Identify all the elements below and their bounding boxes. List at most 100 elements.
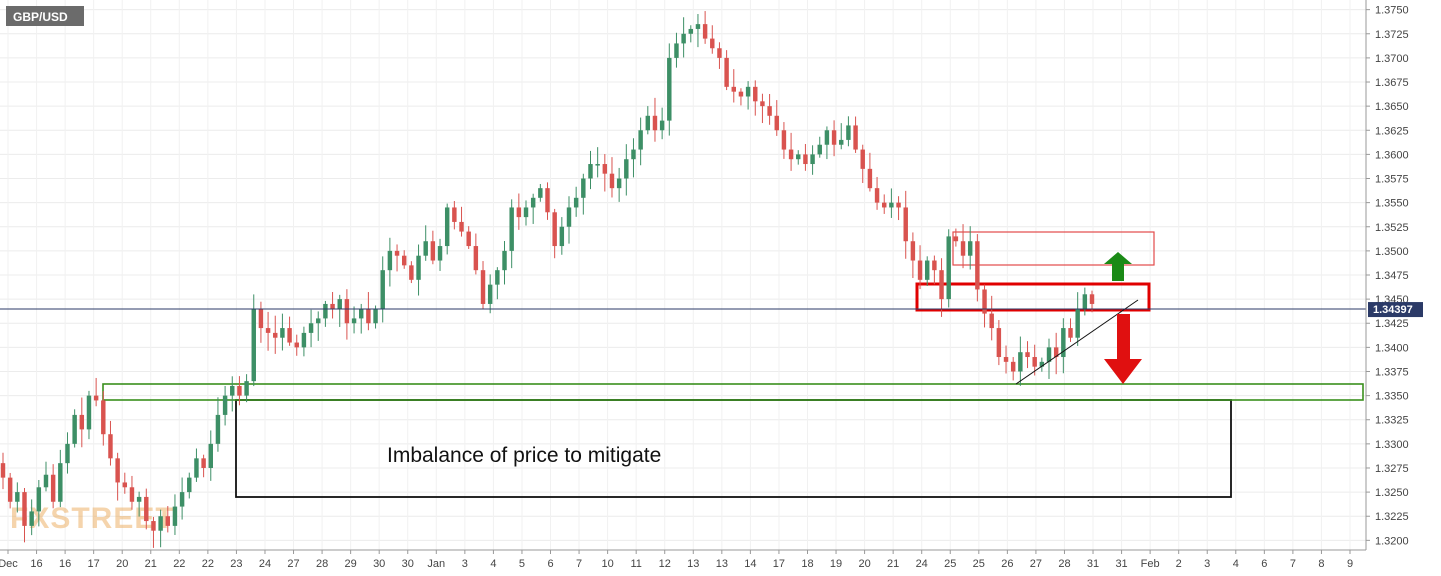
resistance-zone <box>952 231 1155 266</box>
candle-body <box>1032 357 1037 367</box>
candle-body <box>910 241 916 261</box>
candle-body <box>230 385 235 396</box>
candle-body <box>889 202 894 208</box>
candle <box>1061 318 1066 374</box>
axes: 1.3200 1.3225 1.3250 1.3275 1.3300 1.3325 1.33… <box>0 0 1409 570</box>
candle-body <box>201 458 206 468</box>
candle-body <box>523 207 529 218</box>
x-tick-label: 7 <box>1290 558 1296 570</box>
candle-body <box>867 168 873 189</box>
candle-body <box>409 265 414 280</box>
x-tick-label: 12 <box>659 558 671 570</box>
candle <box>645 106 651 135</box>
candle-body <box>853 125 858 150</box>
x-tick-label: 29 <box>345 558 357 570</box>
candle <box>409 261 414 284</box>
x-tick-label: 13 <box>716 558 728 570</box>
candle <box>616 167 622 202</box>
candle-body <box>1010 361 1016 372</box>
x-tick-label: 27 <box>1030 558 1042 570</box>
candle <box>631 138 636 178</box>
candle-body <box>1061 328 1066 358</box>
x-tick-label: 6 <box>1261 558 1267 570</box>
candle <box>975 234 980 302</box>
candle-body <box>480 270 486 304</box>
candle-body <box>652 115 658 131</box>
candle-body <box>831 130 837 145</box>
candle <box>1032 344 1037 376</box>
y-tick-label: 1.3300 <box>1375 439 1409 451</box>
candle-body <box>817 144 822 155</box>
candle <box>867 152 873 192</box>
y-tick-label: 1.3400 <box>1375 342 1409 354</box>
candle-body <box>566 207 572 227</box>
candle-body <box>788 149 794 160</box>
candle <box>731 69 736 103</box>
candle-body <box>667 57 672 121</box>
candle <box>516 193 522 230</box>
candle <box>659 107 665 140</box>
x-tick-label: 20 <box>858 558 870 570</box>
candle <box>924 256 930 286</box>
y-tick-label: 1.3375 <box>1375 366 1409 378</box>
candle <box>287 316 292 346</box>
candle <box>874 176 880 210</box>
candle <box>538 183 543 202</box>
x-tick-label: 21 <box>145 558 157 570</box>
candle <box>308 309 314 348</box>
candle <box>595 147 600 178</box>
candle <box>910 232 916 279</box>
x-tick-label: 16 <box>59 558 71 570</box>
candle <box>237 376 242 406</box>
x-tick-label: 3 <box>1204 558 1210 570</box>
candle-body <box>244 381 249 396</box>
candle-body <box>65 443 70 464</box>
candle-body <box>996 328 1002 358</box>
candle <box>144 488 149 530</box>
candle-body <box>609 173 615 189</box>
candle <box>222 385 228 426</box>
candle-body <box>308 323 314 333</box>
x-tick-label: 16 <box>30 558 42 570</box>
candle-body <box>466 231 471 247</box>
candle-body <box>122 482 128 488</box>
candle <box>724 50 729 91</box>
candle <box>301 326 307 357</box>
x-tick-label: 24 <box>259 558 271 570</box>
candle <box>566 196 572 244</box>
candle-body <box>760 101 765 107</box>
candle <box>681 17 686 58</box>
candle-body <box>172 506 178 526</box>
candle <box>674 32 679 68</box>
x-tick-label: 6 <box>547 558 553 570</box>
candle <box>638 117 643 166</box>
x-tick-label: 26 <box>1001 558 1013 570</box>
candle <box>953 228 959 247</box>
candle <box>1053 332 1059 375</box>
candle <box>846 116 851 147</box>
candle-body <box>745 86 751 97</box>
x-tick-label: 31 <box>1115 558 1127 570</box>
candle-body <box>58 463 63 502</box>
candle-body <box>624 159 629 179</box>
candle-body <box>258 308 264 329</box>
candle-body <box>36 487 42 512</box>
imbalance-label: Imbalance of price to mitigate <box>387 444 661 467</box>
candle <box>101 391 106 446</box>
grid <box>0 0 1366 550</box>
candle-body <box>731 86 736 92</box>
candle-body <box>516 207 522 218</box>
candle-body <box>1025 352 1030 358</box>
candle-body <box>151 521 156 531</box>
candle <box>50 464 56 509</box>
candle-body <box>774 115 779 131</box>
candle-body <box>638 130 643 150</box>
x-tick-label: 25 <box>944 558 956 570</box>
candle-body <box>165 516 171 526</box>
candle-body <box>1046 347 1052 362</box>
candle-body <box>939 270 944 300</box>
candle <box>717 42 722 69</box>
candle <box>817 136 822 158</box>
candle <box>316 311 321 341</box>
candle-body <box>72 414 77 444</box>
